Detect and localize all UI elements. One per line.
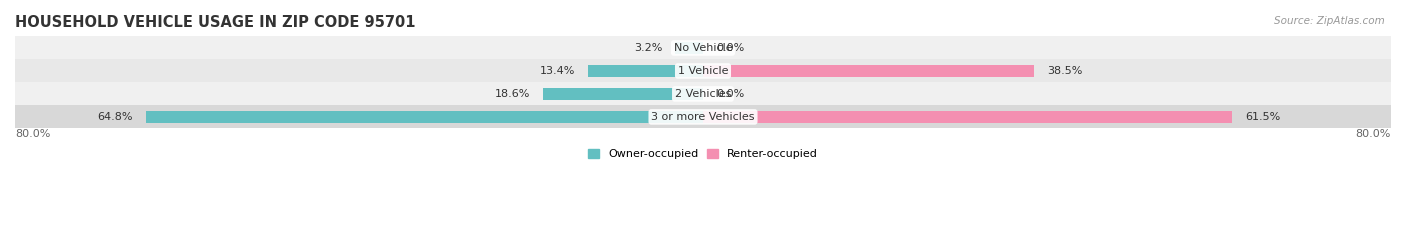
Text: 3 or more Vehicles: 3 or more Vehicles xyxy=(651,112,755,122)
Bar xyxy=(703,65,1033,77)
Text: 2 Vehicles: 2 Vehicles xyxy=(675,89,731,99)
Bar xyxy=(0,37,1406,59)
Bar xyxy=(588,65,703,77)
Text: Source: ZipAtlas.com: Source: ZipAtlas.com xyxy=(1274,16,1385,26)
Text: 13.4%: 13.4% xyxy=(540,66,575,76)
Text: 1 Vehicle: 1 Vehicle xyxy=(678,66,728,76)
Bar xyxy=(675,42,703,54)
Bar xyxy=(703,111,1232,123)
Bar xyxy=(146,111,703,123)
Legend: Owner-occupied, Renter-occupied: Owner-occupied, Renter-occupied xyxy=(583,144,823,164)
Text: 80.0%: 80.0% xyxy=(15,129,51,139)
Text: 80.0%: 80.0% xyxy=(1355,129,1391,139)
Text: 3.2%: 3.2% xyxy=(634,43,662,53)
Bar xyxy=(0,82,1406,105)
Bar xyxy=(0,59,1406,82)
Text: 61.5%: 61.5% xyxy=(1244,112,1279,122)
Text: 64.8%: 64.8% xyxy=(97,112,132,122)
Text: No Vehicle: No Vehicle xyxy=(673,43,733,53)
Text: 0.0%: 0.0% xyxy=(716,89,744,99)
Bar xyxy=(543,88,703,100)
Bar xyxy=(0,105,1406,128)
Text: 38.5%: 38.5% xyxy=(1047,66,1083,76)
Text: 0.0%: 0.0% xyxy=(716,43,744,53)
Text: 18.6%: 18.6% xyxy=(495,89,530,99)
Text: HOUSEHOLD VEHICLE USAGE IN ZIP CODE 95701: HOUSEHOLD VEHICLE USAGE IN ZIP CODE 9570… xyxy=(15,15,416,30)
